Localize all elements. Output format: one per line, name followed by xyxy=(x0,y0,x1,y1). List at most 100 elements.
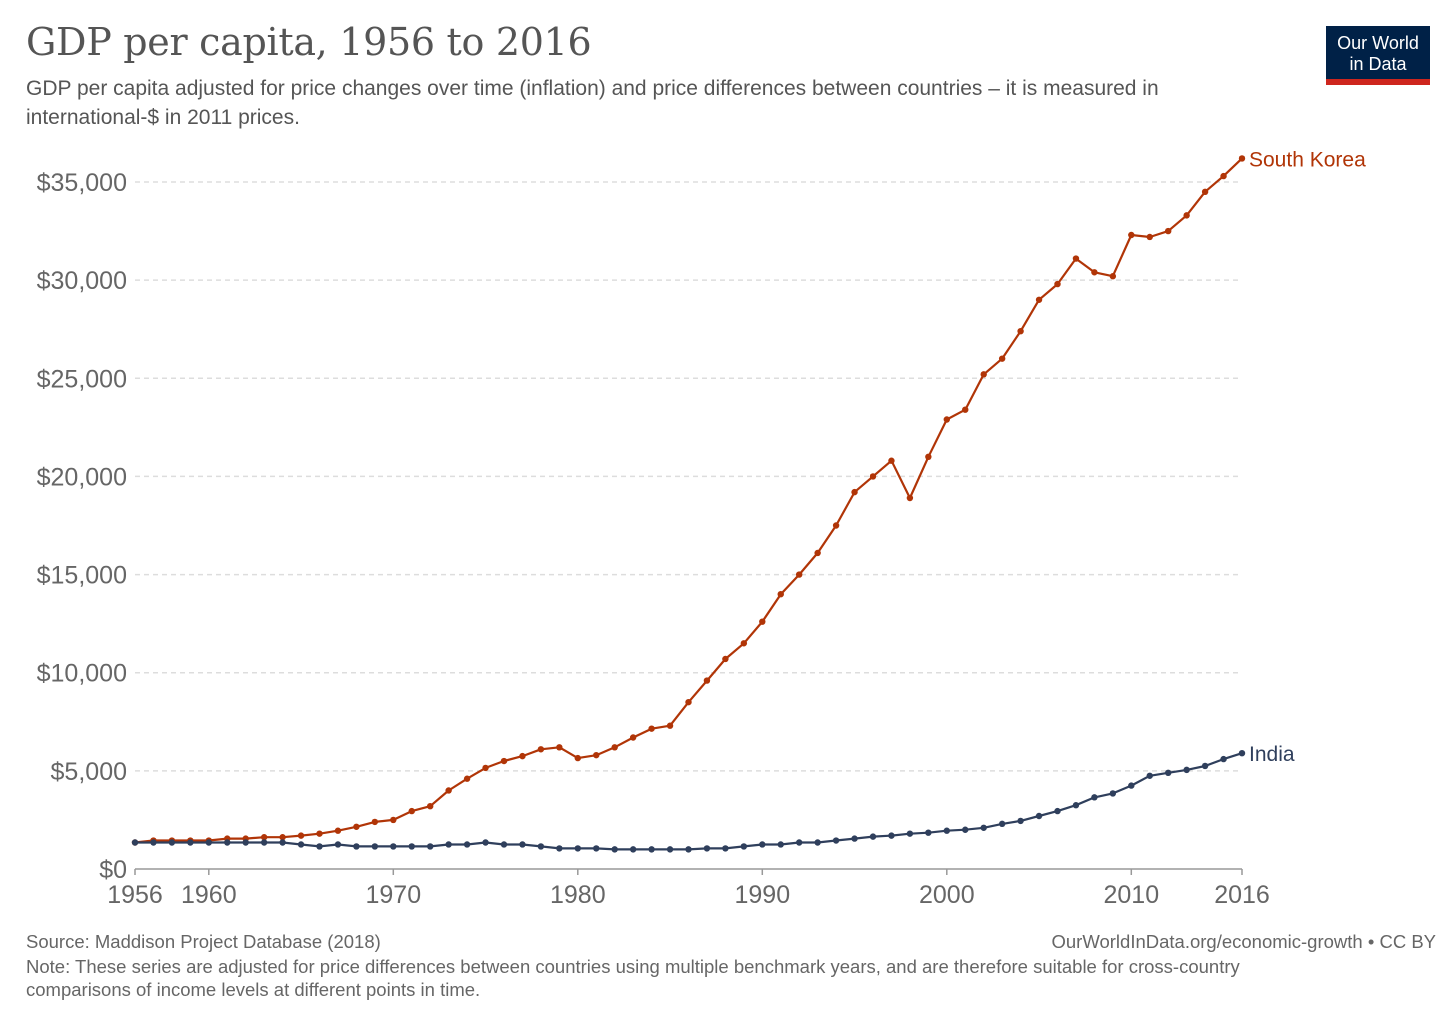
india-point[interactable] xyxy=(1220,755,1227,763)
india-point[interactable] xyxy=(1238,749,1246,757)
india-point[interactable] xyxy=(869,833,877,840)
south-korea-point[interactable] xyxy=(408,807,415,815)
india-point[interactable] xyxy=(131,839,139,846)
india-point[interactable] xyxy=(648,846,655,853)
india-point[interactable] xyxy=(427,843,434,850)
south-korea-point[interactable] xyxy=(814,549,821,557)
india-point[interactable] xyxy=(759,841,766,848)
south-korea-point[interactable] xyxy=(962,406,969,413)
india-point[interactable] xyxy=(390,843,397,850)
south-korea-point[interactable] xyxy=(519,752,526,760)
our-world-in-data-logo[interactable]: Our World in Data xyxy=(1326,26,1430,85)
india-point[interactable] xyxy=(574,845,581,852)
india-point[interactable] xyxy=(150,839,157,846)
south-korea-point[interactable] xyxy=(334,827,342,834)
india-point[interactable] xyxy=(1054,807,1061,815)
south-korea-point[interactable] xyxy=(1017,327,1024,335)
india-point[interactable] xyxy=(740,843,748,850)
india-point[interactable] xyxy=(1109,790,1117,797)
india-point[interactable] xyxy=(888,832,895,839)
india-point[interactable] xyxy=(1183,766,1190,774)
south-korea-point[interactable] xyxy=(648,725,655,732)
south-korea-point[interactable] xyxy=(832,522,840,529)
south-korea-point[interactable] xyxy=(593,751,600,759)
south-korea-point[interactable] xyxy=(445,787,452,794)
south-korea-point[interactable] xyxy=(685,698,692,706)
india-point[interactable] xyxy=(703,845,711,852)
india-point[interactable] xyxy=(224,839,231,846)
south-korea-point[interactable] xyxy=(777,591,784,598)
india-point[interactable] xyxy=(500,841,508,848)
south-korea-point[interactable] xyxy=(353,823,360,830)
south-korea-point[interactable] xyxy=(390,816,397,824)
india-point[interactable] xyxy=(611,846,618,853)
india-point[interactable] xyxy=(205,839,212,846)
india-point[interactable] xyxy=(925,829,932,836)
india-point[interactable] xyxy=(998,820,1006,828)
south-korea-point[interactable] xyxy=(1072,255,1080,262)
india-point[interactable] xyxy=(814,839,821,846)
india-point[interactable] xyxy=(593,845,600,852)
india-point[interactable] xyxy=(242,839,249,846)
india-point[interactable] xyxy=(519,841,526,848)
south-korea-point[interactable] xyxy=(666,722,674,729)
india-point[interactable] xyxy=(482,839,489,846)
south-korea-point[interactable] xyxy=(906,494,914,502)
india-point[interactable] xyxy=(537,843,545,850)
india-point[interactable] xyxy=(187,839,194,846)
india-point[interactable] xyxy=(1128,782,1135,789)
south-korea-point[interactable] xyxy=(1238,155,1246,162)
india-point[interactable] xyxy=(962,826,969,833)
india-point[interactable] xyxy=(777,841,784,848)
south-korea-point[interactable] xyxy=(943,416,950,423)
india-point[interactable] xyxy=(260,839,268,846)
south-korea-point[interactable] xyxy=(869,473,877,480)
south-korea-point[interactable] xyxy=(722,655,729,663)
india-point[interactable] xyxy=(279,839,286,846)
india-point[interactable] xyxy=(334,841,342,848)
south-korea-point[interactable] xyxy=(463,775,471,782)
india-point[interactable] xyxy=(980,824,987,831)
india-point[interactable] xyxy=(1201,762,1209,770)
india-point[interactable] xyxy=(851,835,858,842)
india-point[interactable] xyxy=(371,843,379,850)
india-point[interactable] xyxy=(463,841,471,848)
south-korea-point[interactable] xyxy=(611,744,618,751)
india-point[interactable] xyxy=(445,841,452,848)
india-point[interactable] xyxy=(168,839,176,846)
south-korea-point[interactable] xyxy=(925,453,932,460)
south-korea-point[interactable] xyxy=(556,744,563,751)
india-point[interactable] xyxy=(408,843,415,850)
south-korea-point[interactable] xyxy=(1054,280,1061,288)
south-korea-point[interactable] xyxy=(998,355,1006,362)
south-korea-point[interactable] xyxy=(888,457,895,464)
india-point[interactable] xyxy=(796,839,803,846)
india-point[interactable] xyxy=(1146,772,1153,779)
india-point[interactable] xyxy=(666,846,674,853)
south-korea-point[interactable] xyxy=(851,488,858,496)
south-korea-point[interactable] xyxy=(759,618,766,625)
south-korea-point[interactable] xyxy=(629,734,637,741)
south-korea-point[interactable] xyxy=(316,830,323,837)
south-korea-point[interactable] xyxy=(1128,231,1135,239)
south-korea-point[interactable] xyxy=(796,571,803,578)
south-korea-point[interactable] xyxy=(703,677,711,684)
south-korea-point[interactable] xyxy=(980,371,987,378)
south-korea-point[interactable] xyxy=(1165,227,1172,235)
india-point[interactable] xyxy=(297,841,305,848)
south-korea-point[interactable] xyxy=(574,754,581,762)
south-korea-point[interactable] xyxy=(427,802,434,810)
source-link[interactable]: OurWorldInData.org/economic-growth • CC … xyxy=(1051,931,1437,952)
india-point[interactable] xyxy=(629,846,637,853)
south-korea-point[interactable] xyxy=(1146,233,1153,241)
india-point[interactable] xyxy=(316,843,323,850)
south-korea-point[interactable] xyxy=(482,764,489,772)
south-korea-point[interactable] xyxy=(740,640,748,647)
india-point[interactable] xyxy=(1035,812,1043,820)
india-point[interactable] xyxy=(1072,802,1080,809)
south-korea-point[interactable] xyxy=(279,834,286,841)
india-point[interactable] xyxy=(1017,817,1024,825)
india-point[interactable] xyxy=(1091,794,1098,801)
south-korea-point[interactable] xyxy=(1091,269,1098,276)
south-korea-point[interactable] xyxy=(260,834,268,841)
